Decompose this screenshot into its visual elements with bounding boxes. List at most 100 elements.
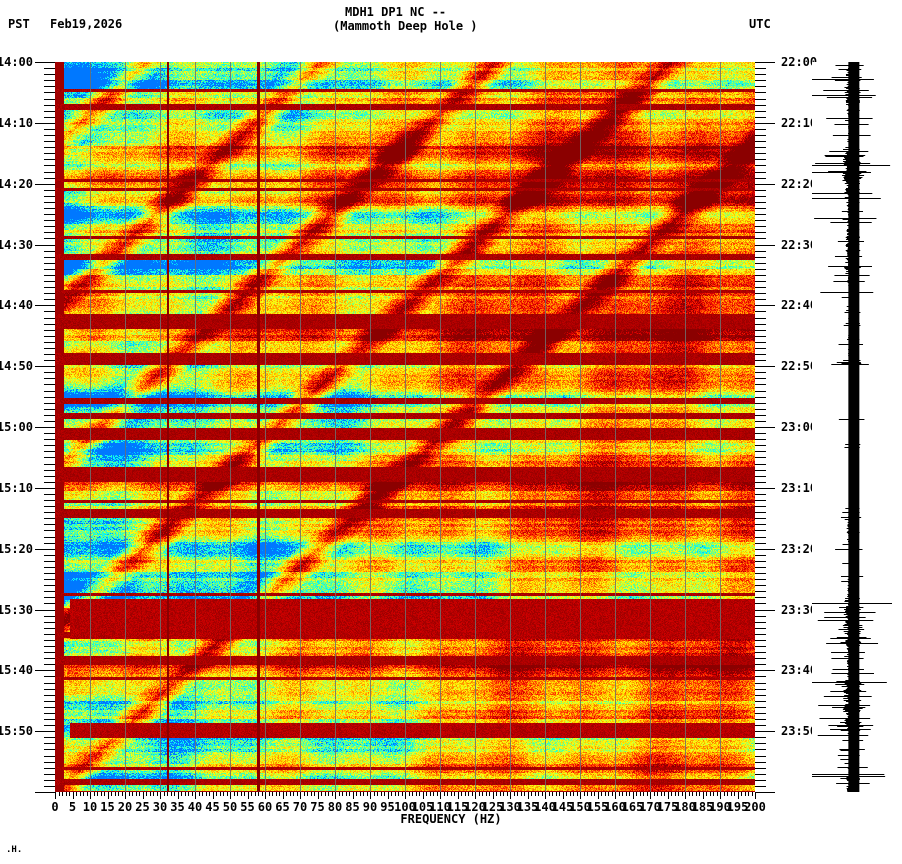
- axis-tick-minor: [44, 171, 55, 173]
- freq-tick-minor: [293, 792, 294, 796]
- axis-tick-minor: [755, 706, 766, 708]
- freq-tick-minor: [447, 792, 448, 796]
- axis-tick-minor: [44, 135, 55, 136]
- freq-axis-label: 40: [187, 800, 203, 814]
- freq-axis-label: 145: [551, 800, 574, 814]
- axis-tick-major: [755, 487, 775, 489]
- axis-tick-minor: [44, 694, 55, 696]
- axis-tick-minor: [44, 341, 55, 343]
- freq-tick-major: [300, 792, 301, 799]
- freq-axis-label: 70: [292, 800, 308, 814]
- axis-tick-minor: [44, 414, 55, 416]
- axis-tick-minor: [755, 220, 766, 222]
- freq-axis-label: 85: [345, 800, 360, 814]
- freq-tick-minor: [349, 792, 350, 796]
- freq-tick-minor: [489, 792, 490, 796]
- time-axis-label: 22:30: [781, 237, 818, 252]
- axis-tick-minor: [755, 445, 766, 447]
- axis-tick-minor: [755, 536, 766, 538]
- axis-tick-major: [755, 548, 775, 550]
- freq-tick-minor: [163, 792, 165, 796]
- freq-tick-minor: [671, 792, 672, 796]
- freq-tick-minor: [97, 792, 98, 796]
- page-subtitle: (Mammoth Deep Hole ): [333, 19, 478, 33]
- axis-tick-minor: [44, 433, 55, 435]
- axis-tick-minor: [44, 603, 55, 605]
- axis-tick-minor: [44, 536, 55, 538]
- axis-tick-minor: [755, 414, 766, 416]
- freq-tick-major: [195, 792, 196, 799]
- time-axis-label: 15:10: [0, 480, 33, 495]
- time-axis-label: 22:20: [781, 176, 818, 191]
- axis-tick-major: [35, 487, 55, 489]
- axis-tick-minor: [755, 408, 766, 410]
- freq-tick-minor: [748, 792, 749, 796]
- axis-tick-minor: [44, 688, 55, 690]
- freq-tick-minor: [226, 792, 228, 796]
- axis-tick-minor: [44, 74, 55, 76]
- axis-tick-minor: [755, 396, 766, 398]
- freq-tick-minor: [254, 792, 256, 796]
- axis-tick-minor: [44, 512, 55, 514]
- freq-tick-minor: [520, 792, 522, 796]
- timezone-left-label: PST: [8, 17, 30, 31]
- axis-tick-minor: [44, 725, 55, 727]
- freq-tick-minor: [345, 792, 347, 796]
- axis-tick-minor: [755, 761, 766, 763]
- freq-tick-minor: [209, 792, 210, 796]
- freq-tick-minor: [328, 792, 329, 796]
- axis-tick-minor: [755, 214, 766, 216]
- time-axis-label: 22:40: [781, 298, 818, 313]
- freq-axis-label: 75: [310, 800, 325, 814]
- freq-tick-minor: [587, 792, 588, 796]
- freq-tick-major: [265, 792, 266, 799]
- axis-tick-minor: [44, 208, 55, 209]
- axis-tick-minor: [44, 597, 55, 599]
- axis-tick-minor: [755, 627, 766, 629]
- axis-tick-minor: [44, 573, 55, 574]
- axis-tick-minor: [44, 86, 55, 88]
- freq-tick-minor: [643, 792, 644, 796]
- axis-tick-minor: [44, 530, 55, 532]
- axis-tick-minor: [44, 785, 55, 787]
- freq-tick-minor: [338, 792, 340, 796]
- axis-tick-minor: [44, 554, 55, 556]
- axis-tick-minor: [755, 475, 766, 477]
- freq-tick-minor: [569, 792, 571, 796]
- freq-tick-minor: [706, 792, 707, 796]
- freq-tick-minor: [114, 792, 116, 796]
- freq-tick-major: [632, 792, 634, 799]
- axis-tick-minor: [44, 767, 55, 769]
- axis-tick-minor: [44, 110, 55, 112]
- axis-tick-minor: [755, 700, 766, 702]
- freq-tick-minor: [485, 792, 487, 796]
- axis-tick-minor: [44, 256, 55, 258]
- axis-tick-minor: [755, 141, 766, 143]
- axis-tick-minor: [44, 706, 55, 708]
- axis-tick-minor: [44, 676, 55, 678]
- freq-tick-minor: [646, 792, 648, 796]
- axis-tick-minor: [755, 560, 766, 562]
- axis-tick-major: [35, 731, 55, 733]
- axis-tick-minor: [44, 402, 55, 404]
- freq-tick-major: [177, 792, 179, 799]
- axis-tick-minor: [44, 566, 55, 568]
- freq-axis-label: 115: [446, 800, 469, 814]
- axis-tick-major: [755, 366, 775, 368]
- freq-tick-minor: [594, 792, 595, 796]
- freq-tick-minor: [216, 792, 217, 796]
- freq-axis-label: 30: [152, 800, 168, 814]
- seismogram-trace[interactable]: [812, 62, 900, 792]
- axis-tick-minor: [755, 694, 766, 696]
- axis-tick-minor: [44, 98, 55, 100]
- freq-tick-minor: [604, 792, 606, 796]
- freq-tick-minor: [468, 792, 469, 796]
- freq-tick-minor: [303, 792, 305, 796]
- axis-tick-minor: [44, 390, 55, 392]
- axis-tick-minor: [755, 779, 766, 781]
- spectrogram-plot[interactable]: [55, 62, 755, 792]
- freq-tick-major: [160, 792, 161, 799]
- freq-axis-label: 110: [429, 800, 451, 814]
- freq-axis-label: 135: [516, 800, 539, 814]
- freq-tick-minor: [79, 792, 81, 796]
